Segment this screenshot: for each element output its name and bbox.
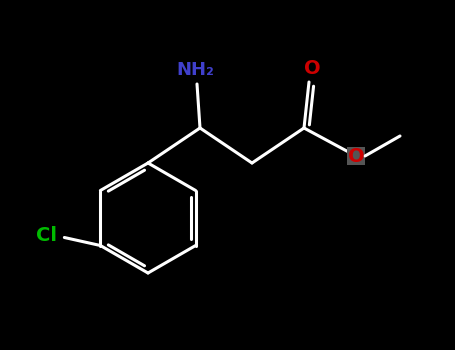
- Text: O: O: [348, 147, 364, 166]
- Bar: [347, 147, 365, 165]
- Text: Cl: Cl: [36, 226, 57, 245]
- Text: NH₂: NH₂: [176, 61, 214, 79]
- Text: O: O: [303, 58, 320, 77]
